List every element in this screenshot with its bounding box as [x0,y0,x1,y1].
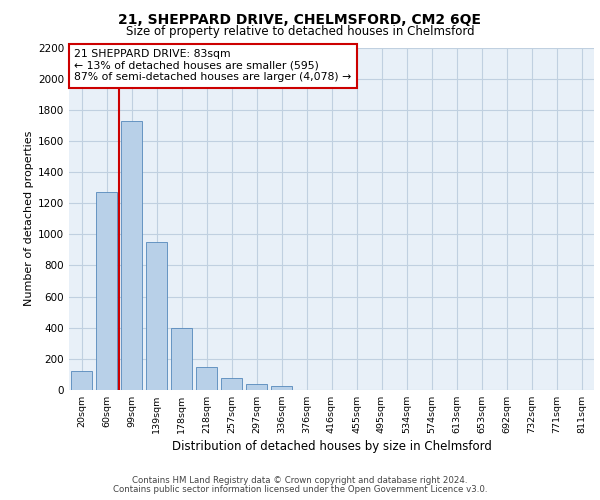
Y-axis label: Number of detached properties: Number of detached properties [24,131,34,306]
Bar [121,120,142,390]
Bar [246,384,267,390]
Bar [196,366,217,390]
Bar [271,386,292,390]
Text: 21 SHEPPARD DRIVE: 83sqm
← 13% of detached houses are smaller (595)
87% of semi-: 21 SHEPPARD DRIVE: 83sqm ← 13% of detach… [74,49,352,82]
Bar [221,378,242,390]
X-axis label: Distribution of detached houses by size in Chelmsford: Distribution of detached houses by size … [172,440,491,454]
Text: 21, SHEPPARD DRIVE, CHELMSFORD, CM2 6QE: 21, SHEPPARD DRIVE, CHELMSFORD, CM2 6QE [119,12,482,26]
Bar [71,372,92,390]
Text: Size of property relative to detached houses in Chelmsford: Size of property relative to detached ho… [125,25,475,38]
Bar [171,328,192,390]
Text: Contains HM Land Registry data © Crown copyright and database right 2024.: Contains HM Land Registry data © Crown c… [132,476,468,485]
Bar [146,242,167,390]
Text: Contains public sector information licensed under the Open Government Licence v3: Contains public sector information licen… [113,484,487,494]
Bar [96,192,117,390]
